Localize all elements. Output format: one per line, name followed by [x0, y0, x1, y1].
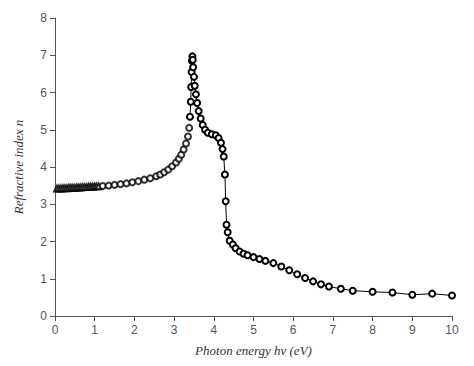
- svg-text:3: 3: [171, 323, 178, 337]
- svg-text:5: 5: [40, 123, 47, 137]
- svg-text:4: 4: [40, 160, 47, 174]
- svg-text:4: 4: [210, 323, 217, 337]
- svg-text:6: 6: [290, 323, 297, 337]
- svg-text:7: 7: [40, 48, 47, 62]
- svg-text:Refractive index n: Refractive index n: [11, 120, 26, 216]
- svg-text:8: 8: [40, 11, 47, 25]
- svg-text:8: 8: [369, 323, 376, 337]
- svg-text:Photon energy hv (eV): Photon energy hv (eV): [194, 343, 312, 358]
- svg-text:2: 2: [131, 323, 138, 337]
- svg-text:5: 5: [250, 323, 257, 337]
- svg-text:7: 7: [330, 323, 337, 337]
- svg-text:10: 10: [445, 323, 459, 337]
- svg-text:2: 2: [40, 235, 47, 249]
- svg-text:0: 0: [40, 309, 47, 323]
- svg-text:9: 9: [409, 323, 416, 337]
- svg-text:0: 0: [52, 323, 59, 337]
- svg-text:1: 1: [40, 272, 47, 286]
- svg-text:1: 1: [91, 323, 98, 337]
- svg-text:6: 6: [40, 86, 47, 100]
- svg-text:3: 3: [40, 197, 47, 211]
